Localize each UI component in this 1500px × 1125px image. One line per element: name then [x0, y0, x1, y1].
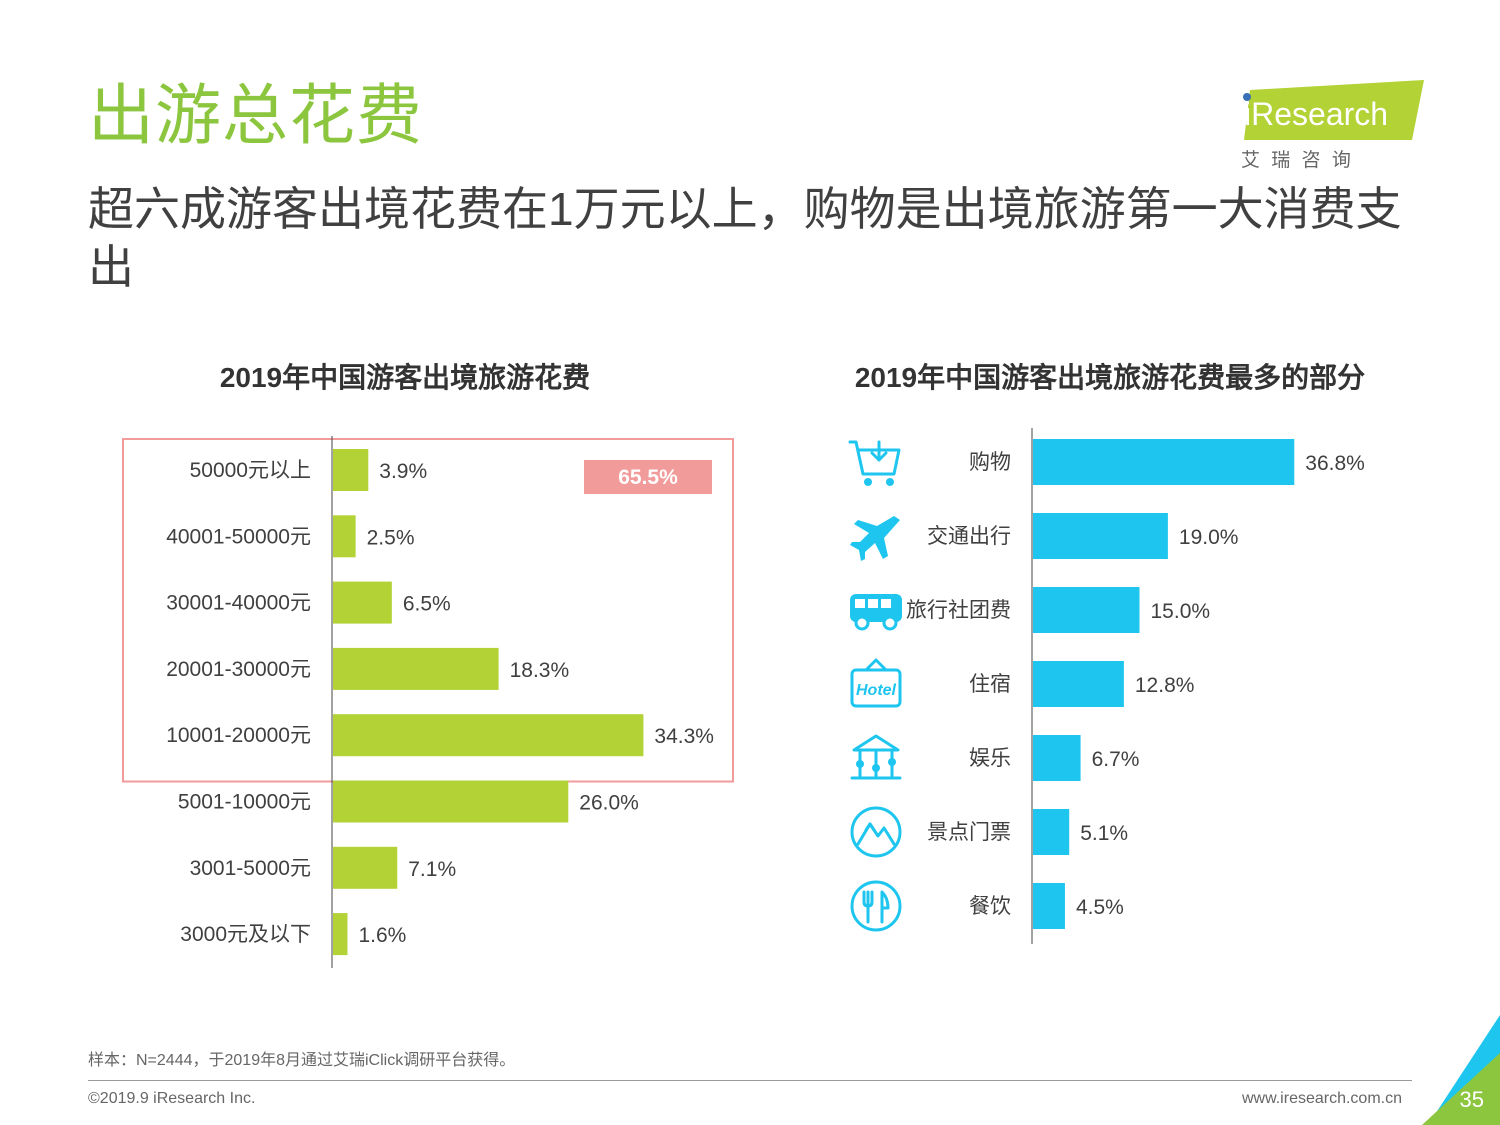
hotel-icon: Hotel	[850, 658, 902, 708]
category-label: 30001-40000元	[166, 592, 311, 615]
value-label: 3.9%	[379, 460, 427, 483]
shopping-cart-icon	[848, 440, 901, 486]
hotel-icon-text: Hotel	[856, 682, 897, 699]
sample-note: 样本：N=2444，于2019年8月通过艾瑞iClick调研平台获得。	[88, 1052, 516, 1069]
bar	[1033, 883, 1065, 929]
website-url: www.iresearch.com.cn	[1241, 1090, 1402, 1107]
category-label: 3000元及以下	[180, 923, 311, 946]
bar	[333, 515, 356, 558]
left-bar-chart: 65.5% 50000元以上 3.9% 40001-50000元 2.5% 30001-4…	[122, 436, 734, 968]
bar	[333, 581, 392, 624]
value-label: 7.1%	[408, 858, 456, 881]
value-label: 36.8%	[1305, 452, 1365, 475]
value-label: 19.0%	[1179, 526, 1239, 549]
category-label: 3001-5000元	[190, 857, 311, 880]
bar	[1033, 439, 1295, 485]
annotation-text: 65.5%	[618, 466, 678, 489]
value-label: 18.3%	[510, 659, 570, 682]
annotation-badge	[584, 460, 712, 494]
bar	[333, 780, 569, 823]
category-label: 20001-30000元	[166, 658, 311, 681]
bar	[333, 449, 369, 491]
airplane-icon	[850, 516, 900, 561]
category-label: 50000元以上	[190, 459, 311, 482]
bar	[333, 714, 644, 757]
value-label: 2.5%	[367, 526, 415, 549]
carousel-icon	[850, 734, 902, 780]
logo-cn: 艾 瑞 咨 询	[1241, 149, 1354, 170]
category-label: 旅行社团费	[906, 599, 1011, 622]
category-label: 10001-20000元	[166, 724, 311, 747]
value-label: 26.0%	[579, 792, 639, 815]
copyright: ©2019.9 iResearch Inc.	[88, 1090, 256, 1107]
value-label: 5.1%	[1080, 822, 1128, 845]
corner-decoration	[1422, 1015, 1500, 1125]
value-label: 6.5%	[403, 593, 451, 616]
bar	[1033, 587, 1140, 633]
bar	[1033, 735, 1081, 781]
right-chart-title: 2019年中国游客出境旅游花费最多的部分	[854, 362, 1366, 393]
bar	[333, 846, 398, 889]
page-subtitle: 超六成游客出境花费在1万元以上，购物是出境旅游第一大消费支出	[88, 183, 1402, 293]
footer-divider	[88, 1080, 1412, 1081]
value-label: 15.0%	[1151, 600, 1211, 623]
category-label: 40001-50000元	[166, 525, 311, 548]
bar	[1033, 661, 1124, 707]
category-label: 5001-10000元	[178, 791, 311, 814]
value-label: 1.6%	[358, 924, 406, 947]
category-label: 餐饮	[969, 895, 1011, 918]
category-label: 住宿	[969, 673, 1011, 696]
dining-icon	[850, 880, 902, 932]
value-label: 4.5%	[1076, 896, 1124, 919]
category-label: 娱乐	[969, 747, 1011, 770]
logo-dot-icon	[1243, 93, 1251, 101]
value-label: 34.3%	[654, 725, 714, 748]
bar	[1033, 513, 1168, 559]
category-label: 景点门票	[927, 821, 1011, 844]
value-label: 6.7%	[1092, 748, 1140, 771]
left-chart-title: 2019年中国游客出境旅游花费	[219, 362, 591, 393]
bus-icon	[850, 594, 902, 631]
page-number: 35	[1459, 1087, 1484, 1112]
iresearch-logo: iResearch 艾 瑞 咨 询	[1241, 80, 1424, 170]
bar	[1033, 809, 1070, 855]
bar	[333, 647, 499, 690]
right-bar-chart: 购物 36.8% 交通出行 19.0% 旅行社团费 15.0% 住宿 12.8% Hotel 娱乐…	[848, 428, 1365, 944]
mountain-icon	[850, 806, 902, 858]
logo-brand: iResearch	[1244, 96, 1388, 132]
bar	[333, 913, 348, 956]
value-label: 12.8%	[1135, 674, 1195, 697]
category-label: 购物	[969, 451, 1011, 474]
page-title: 出游总花费	[88, 78, 423, 152]
category-label: 交通出行	[927, 525, 1011, 548]
